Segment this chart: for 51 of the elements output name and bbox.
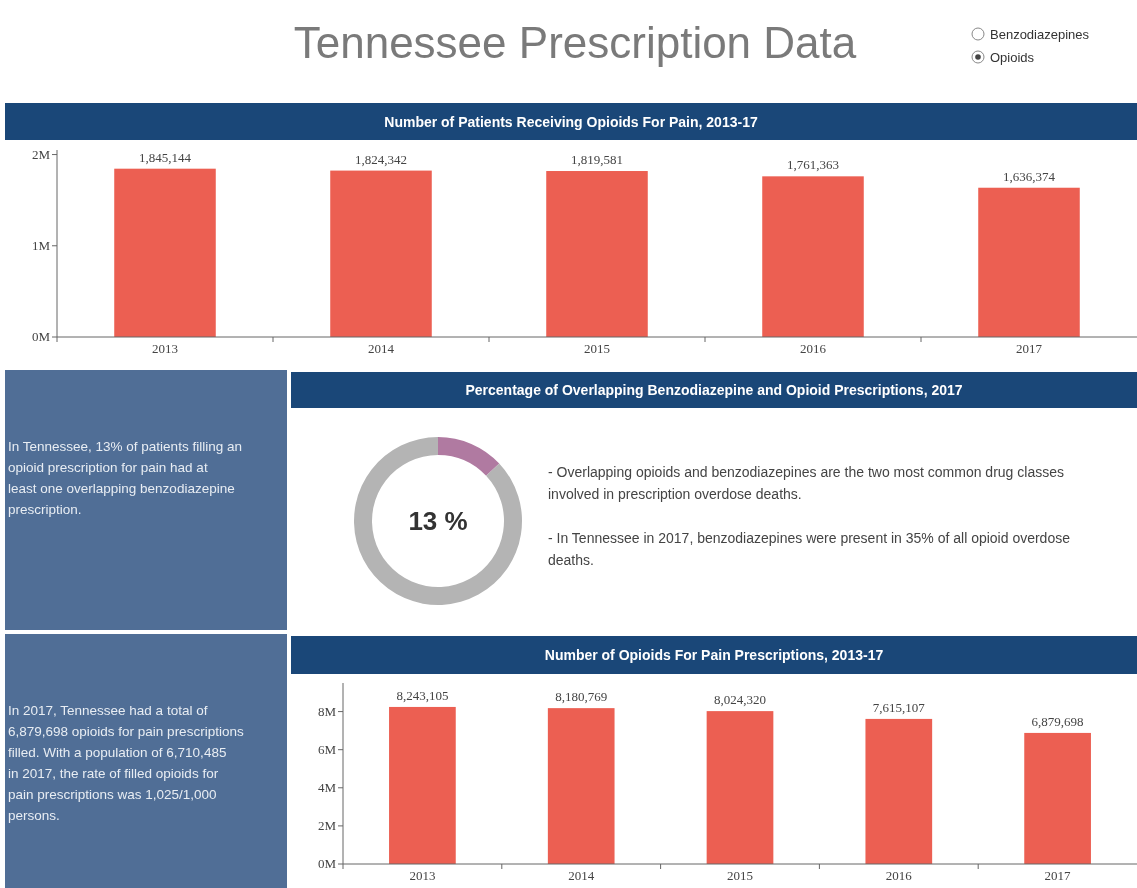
y-tick-label: 6M	[317, 741, 337, 757]
y-tick-label: 0M	[317, 856, 337, 871]
text: In 2017, Tennessee had a total of 6,879,698 opioids for pain prescriptions filled. With a population of 6,710,485 in 2017, the rate of filled opioids for pain prescriptions was 1,025/1,000 persons.	[8, 703, 244, 823]
data-label: 1,636,374	[1003, 168, 1056, 184]
x-tick-label: 2013	[409, 868, 436, 883]
chart-title: Number of Patients Receiving Opioids For Pain, 2013-17	[384, 113, 758, 130]
text: In Tennessee, 13% of patients filling an opioid prescription for pain had at least one overlapping benzodiazepine prescription.	[8, 439, 242, 517]
bar	[330, 170, 432, 337]
y-tick-label: 1M	[31, 237, 51, 253]
data-label: 6,879,698	[1031, 713, 1084, 729]
bar	[389, 706, 456, 864]
bar	[762, 176, 864, 337]
text: Tennessee Prescription Data	[293, 18, 857, 67]
donut-slice	[354, 437, 522, 605]
bar	[706, 711, 774, 864]
data-label: 7,615,107	[872, 699, 926, 715]
text: Benzodiazepines	[990, 27, 1090, 42]
x-tick-label: 2015	[727, 868, 753, 883]
bar	[547, 708, 615, 864]
donut-slice	[438, 437, 500, 476]
bar	[1024, 732, 1091, 864]
text: Percentage of Overlapping Benzodiazepine and Opioid Prescriptions, 2017	[465, 382, 963, 398]
data-label: 1,819,581	[571, 152, 623, 168]
x-tick-label: 2016	[885, 868, 913, 883]
y-tick-label: 4M	[317, 779, 337, 795]
x-tick-label: 2013	[152, 341, 178, 356]
data-label: 8,180,769	[555, 689, 608, 705]
x-tick-label: 2014	[368, 341, 395, 356]
bar	[546, 171, 648, 337]
data-label: 1,761,363	[787, 157, 839, 173]
text: 13 %	[408, 506, 468, 536]
bar	[114, 168, 216, 337]
chart-title: Number of Opioids For Pain Prescriptions, 2013-17	[544, 647, 884, 663]
x-tick-label: 2017	[1044, 868, 1072, 883]
text: - In Tennessee in 2017, benzodiazepines were present in 35% of all opioid overdose deaths.	[548, 530, 1071, 568]
y-tick-label: 2M	[317, 817, 337, 833]
data-label: 8,243,105	[396, 687, 449, 703]
y-tick-label: 8M	[317, 703, 337, 719]
x-tick-label: 2015	[584, 341, 610, 356]
y-tick-label: 0M	[31, 329, 51, 344]
bar	[865, 718, 933, 864]
x-tick-label: 2017	[1016, 341, 1043, 356]
bar	[978, 187, 1080, 337]
data-label: 1,845,144	[139, 149, 192, 165]
data-label: 1,824,342	[355, 151, 407, 167]
data-label: 8,024,320	[714, 692, 766, 708]
y-tick-label: 2M	[31, 146, 51, 162]
x-tick-label: 2016	[800, 341, 827, 356]
text: Opioids	[990, 50, 1035, 65]
text: - Overlapping opioids and benzodiazepines are the two most common drug classes involved in prescription overdose deaths.	[548, 464, 1064, 502]
x-tick-label: 2014	[568, 868, 595, 883]
